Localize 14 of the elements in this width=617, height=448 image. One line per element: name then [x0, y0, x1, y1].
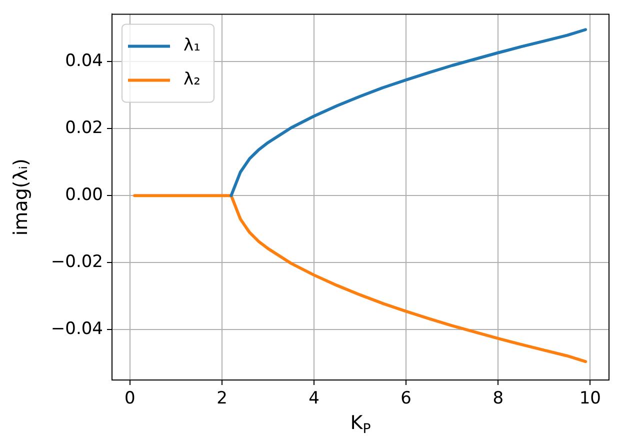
y-tick-label: −0.02: [50, 252, 103, 272]
y-tick-label: 0.04: [65, 50, 103, 71]
legend-label: λ₁: [184, 36, 200, 56]
x-tick-label: 4: [308, 388, 320, 409]
x-tick-label: 10: [579, 388, 601, 409]
legend-label: λ₂: [184, 70, 200, 90]
y-axis-title: imag(λᵢ): [10, 158, 32, 236]
y-tick-label: −0.04: [50, 319, 103, 340]
x-tick-label: 6: [400, 388, 412, 409]
y-tick-label: 0.02: [65, 118, 103, 138]
x-tick-label: 8: [492, 388, 504, 409]
x-tick-label: 0: [124, 388, 136, 409]
y-tick-label: 0.00: [65, 185, 103, 206]
x-tick-label: 2: [216, 388, 228, 409]
